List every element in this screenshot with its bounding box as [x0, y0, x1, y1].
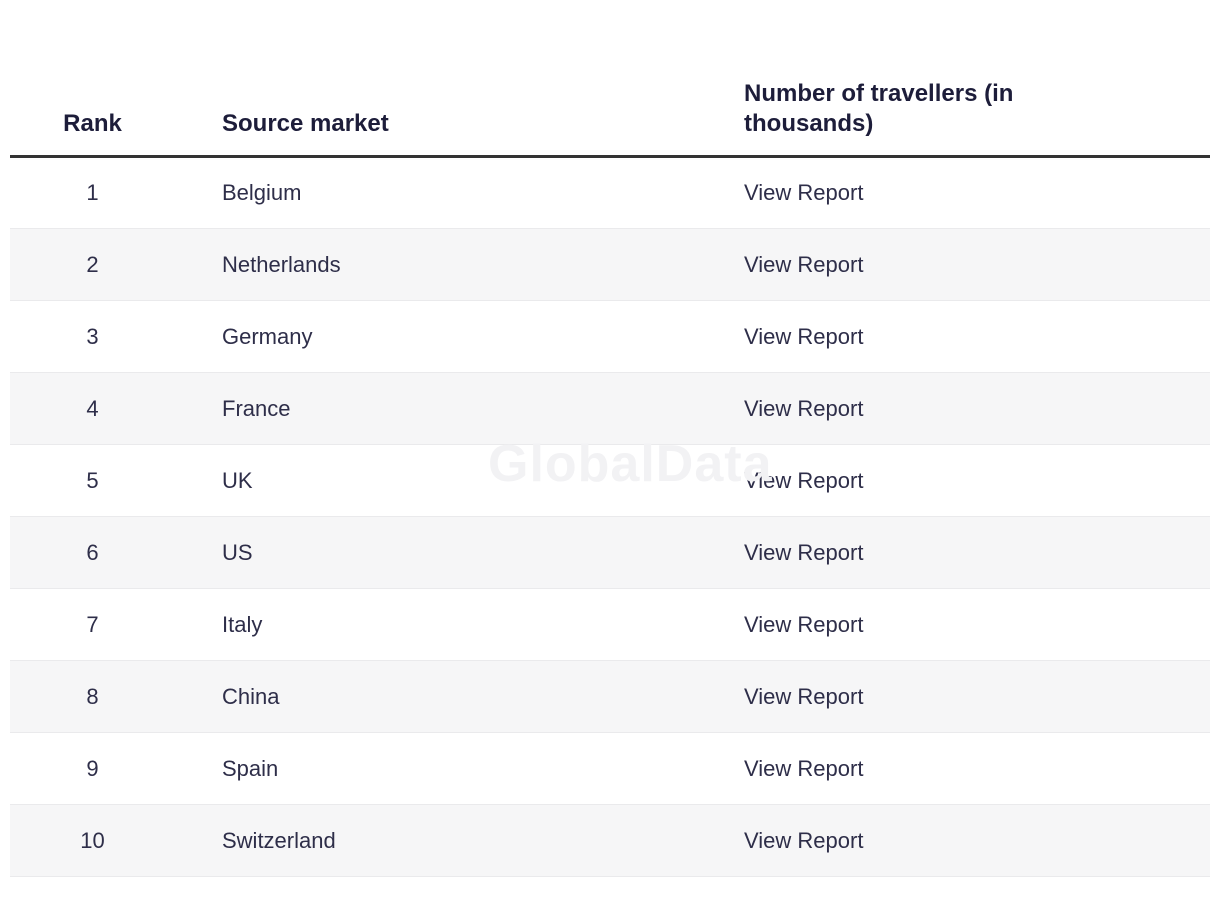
view-report-link[interactable]: View Report	[744, 539, 864, 565]
table-row: 8 China View Report	[10, 660, 1210, 733]
source-market-table: Rank Source market Number of travellers …	[10, 0, 1210, 877]
view-report-link[interactable]: View Report	[744, 180, 864, 205]
rank-cell: 10	[10, 804, 175, 877]
source-market-cell: Italy	[175, 588, 697, 661]
source-market-cell: Switzerland	[175, 804, 697, 877]
rank-cell: 8	[10, 660, 175, 733]
table-row: 6 US View Report	[10, 516, 1210, 589]
rank-cell: 1	[10, 156, 175, 229]
view-report-link[interactable]: View Report	[744, 611, 864, 637]
table-row: 10 Switzerland View Report	[10, 804, 1210, 877]
source-market-cell: Belgium	[175, 156, 697, 229]
view-report-link[interactable]: View Report	[744, 467, 864, 493]
table-body: 1 Belgium View Report 2 Netherlands View…	[10, 156, 1210, 877]
table-header: Rank Source market Number of travellers …	[10, 0, 1210, 158]
source-market-cell: US	[175, 516, 697, 589]
view-report-link[interactable]: View Report	[744, 827, 864, 853]
table-row: 4 France View Report	[10, 372, 1210, 445]
rank-cell: 2	[10, 228, 175, 301]
rank-cell: 9	[10, 732, 175, 805]
table-row: 7 Italy View Report	[10, 588, 1210, 661]
table-row: 5 UK View Report	[10, 444, 1210, 517]
rank-cell: 3	[10, 300, 175, 373]
rank-cell: 5	[10, 444, 175, 517]
rank-cell: 7	[10, 588, 175, 661]
source-market-cell: Spain	[175, 732, 697, 805]
source-market-cell: China	[175, 660, 697, 733]
source-market-table-container: GlobalData Rank Source market Number of …	[10, 0, 1210, 877]
view-report-link[interactable]: View Report	[744, 323, 864, 349]
table-row: 3 Germany View Report	[10, 300, 1210, 373]
column-header-source-market: Source market	[175, 0, 697, 158]
view-report-link[interactable]: View Report	[744, 755, 864, 781]
source-market-cell: UK	[175, 444, 697, 517]
view-report-link[interactable]: View Report	[744, 251, 864, 277]
column-header-number-of-travellers: Number of travellers (in thousands)	[697, 0, 1210, 158]
table-header-row: Rank Source market Number of travellers …	[10, 0, 1210, 158]
table-row: 2 Netherlands View Report	[10, 228, 1210, 301]
source-market-cell: Netherlands	[175, 228, 697, 301]
rank-cell: 6	[10, 516, 175, 589]
column-header-rank: Rank	[10, 0, 175, 158]
table-row: 1 Belgium View Report	[10, 156, 1210, 229]
rank-cell: 4	[10, 372, 175, 445]
source-market-cell: France	[175, 372, 697, 445]
view-report-link[interactable]: View Report	[744, 683, 864, 709]
table-row: 9 Spain View Report	[10, 732, 1210, 805]
source-market-cell: Germany	[175, 300, 697, 373]
column-header-number-of-travellers-label: Number of travellers (in thousands)	[744, 80, 1014, 137]
view-report-link[interactable]: View Report	[744, 395, 864, 421]
